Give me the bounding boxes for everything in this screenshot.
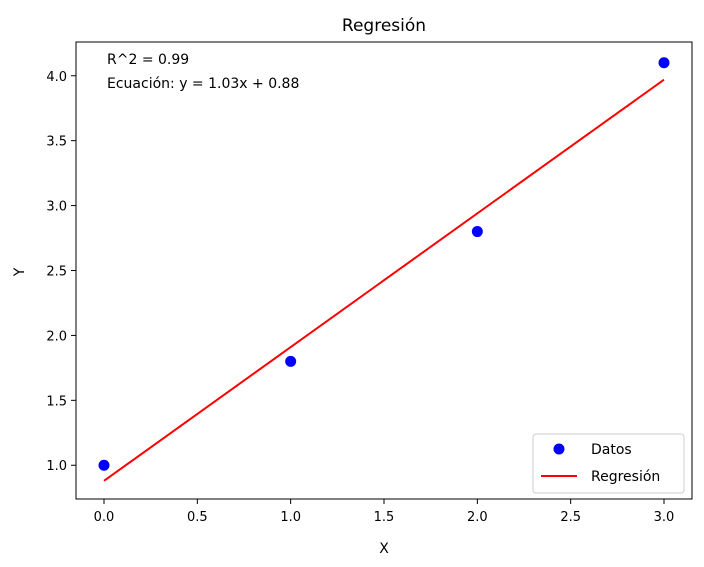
y-tick-label: 3.5 (46, 135, 67, 150)
y-tick-label: 2.5 (46, 265, 67, 280)
x-axis-label: X (379, 541, 389, 557)
chart-title: Regresión (342, 16, 426, 36)
equation-annotation: Ecuación: y = 1.03x + 0.88 (107, 76, 299, 92)
r-squared-annotation: R^2 = 0.99 (107, 52, 189, 68)
legend-label-regresion: Regresión (591, 469, 660, 485)
y-tick-label: 2.0 (46, 329, 67, 344)
y-axis-label: Y (12, 267, 28, 277)
data-point (98, 459, 110, 471)
y-tick-label: 4.0 (46, 70, 67, 85)
x-tick-label: 0.0 (94, 510, 115, 525)
data-point (285, 355, 297, 367)
x-tick-label: 1.5 (374, 510, 395, 525)
legend-marker-datos (553, 443, 565, 455)
x-tick-label: 2.5 (560, 510, 581, 525)
axes-frame (75, 41, 693, 500)
legend: Datos Regresión (532, 433, 685, 494)
regression-line (103, 78, 665, 482)
y-tick-label: 1.0 (46, 459, 67, 474)
x-tick-label: 2.0 (467, 510, 488, 525)
y-tick-label: 3.0 (46, 200, 67, 215)
legend-label-datos: Datos (591, 442, 632, 458)
plot-area: 0.0 0.5 1.0 1.5 2.0 2.5 3.0 1.0 1.5 2.0 2.5 3.0 3.5 4… (46, 41, 693, 525)
x-tick-label: 3.0 (654, 510, 675, 525)
legend-box (532, 433, 685, 494)
x-tick-label: 1.0 (280, 510, 301, 525)
data-point (471, 226, 483, 238)
data-point (658, 57, 670, 69)
x-tick-label: 0.5 (187, 510, 208, 525)
y-tick-label: 1.5 (46, 394, 67, 409)
